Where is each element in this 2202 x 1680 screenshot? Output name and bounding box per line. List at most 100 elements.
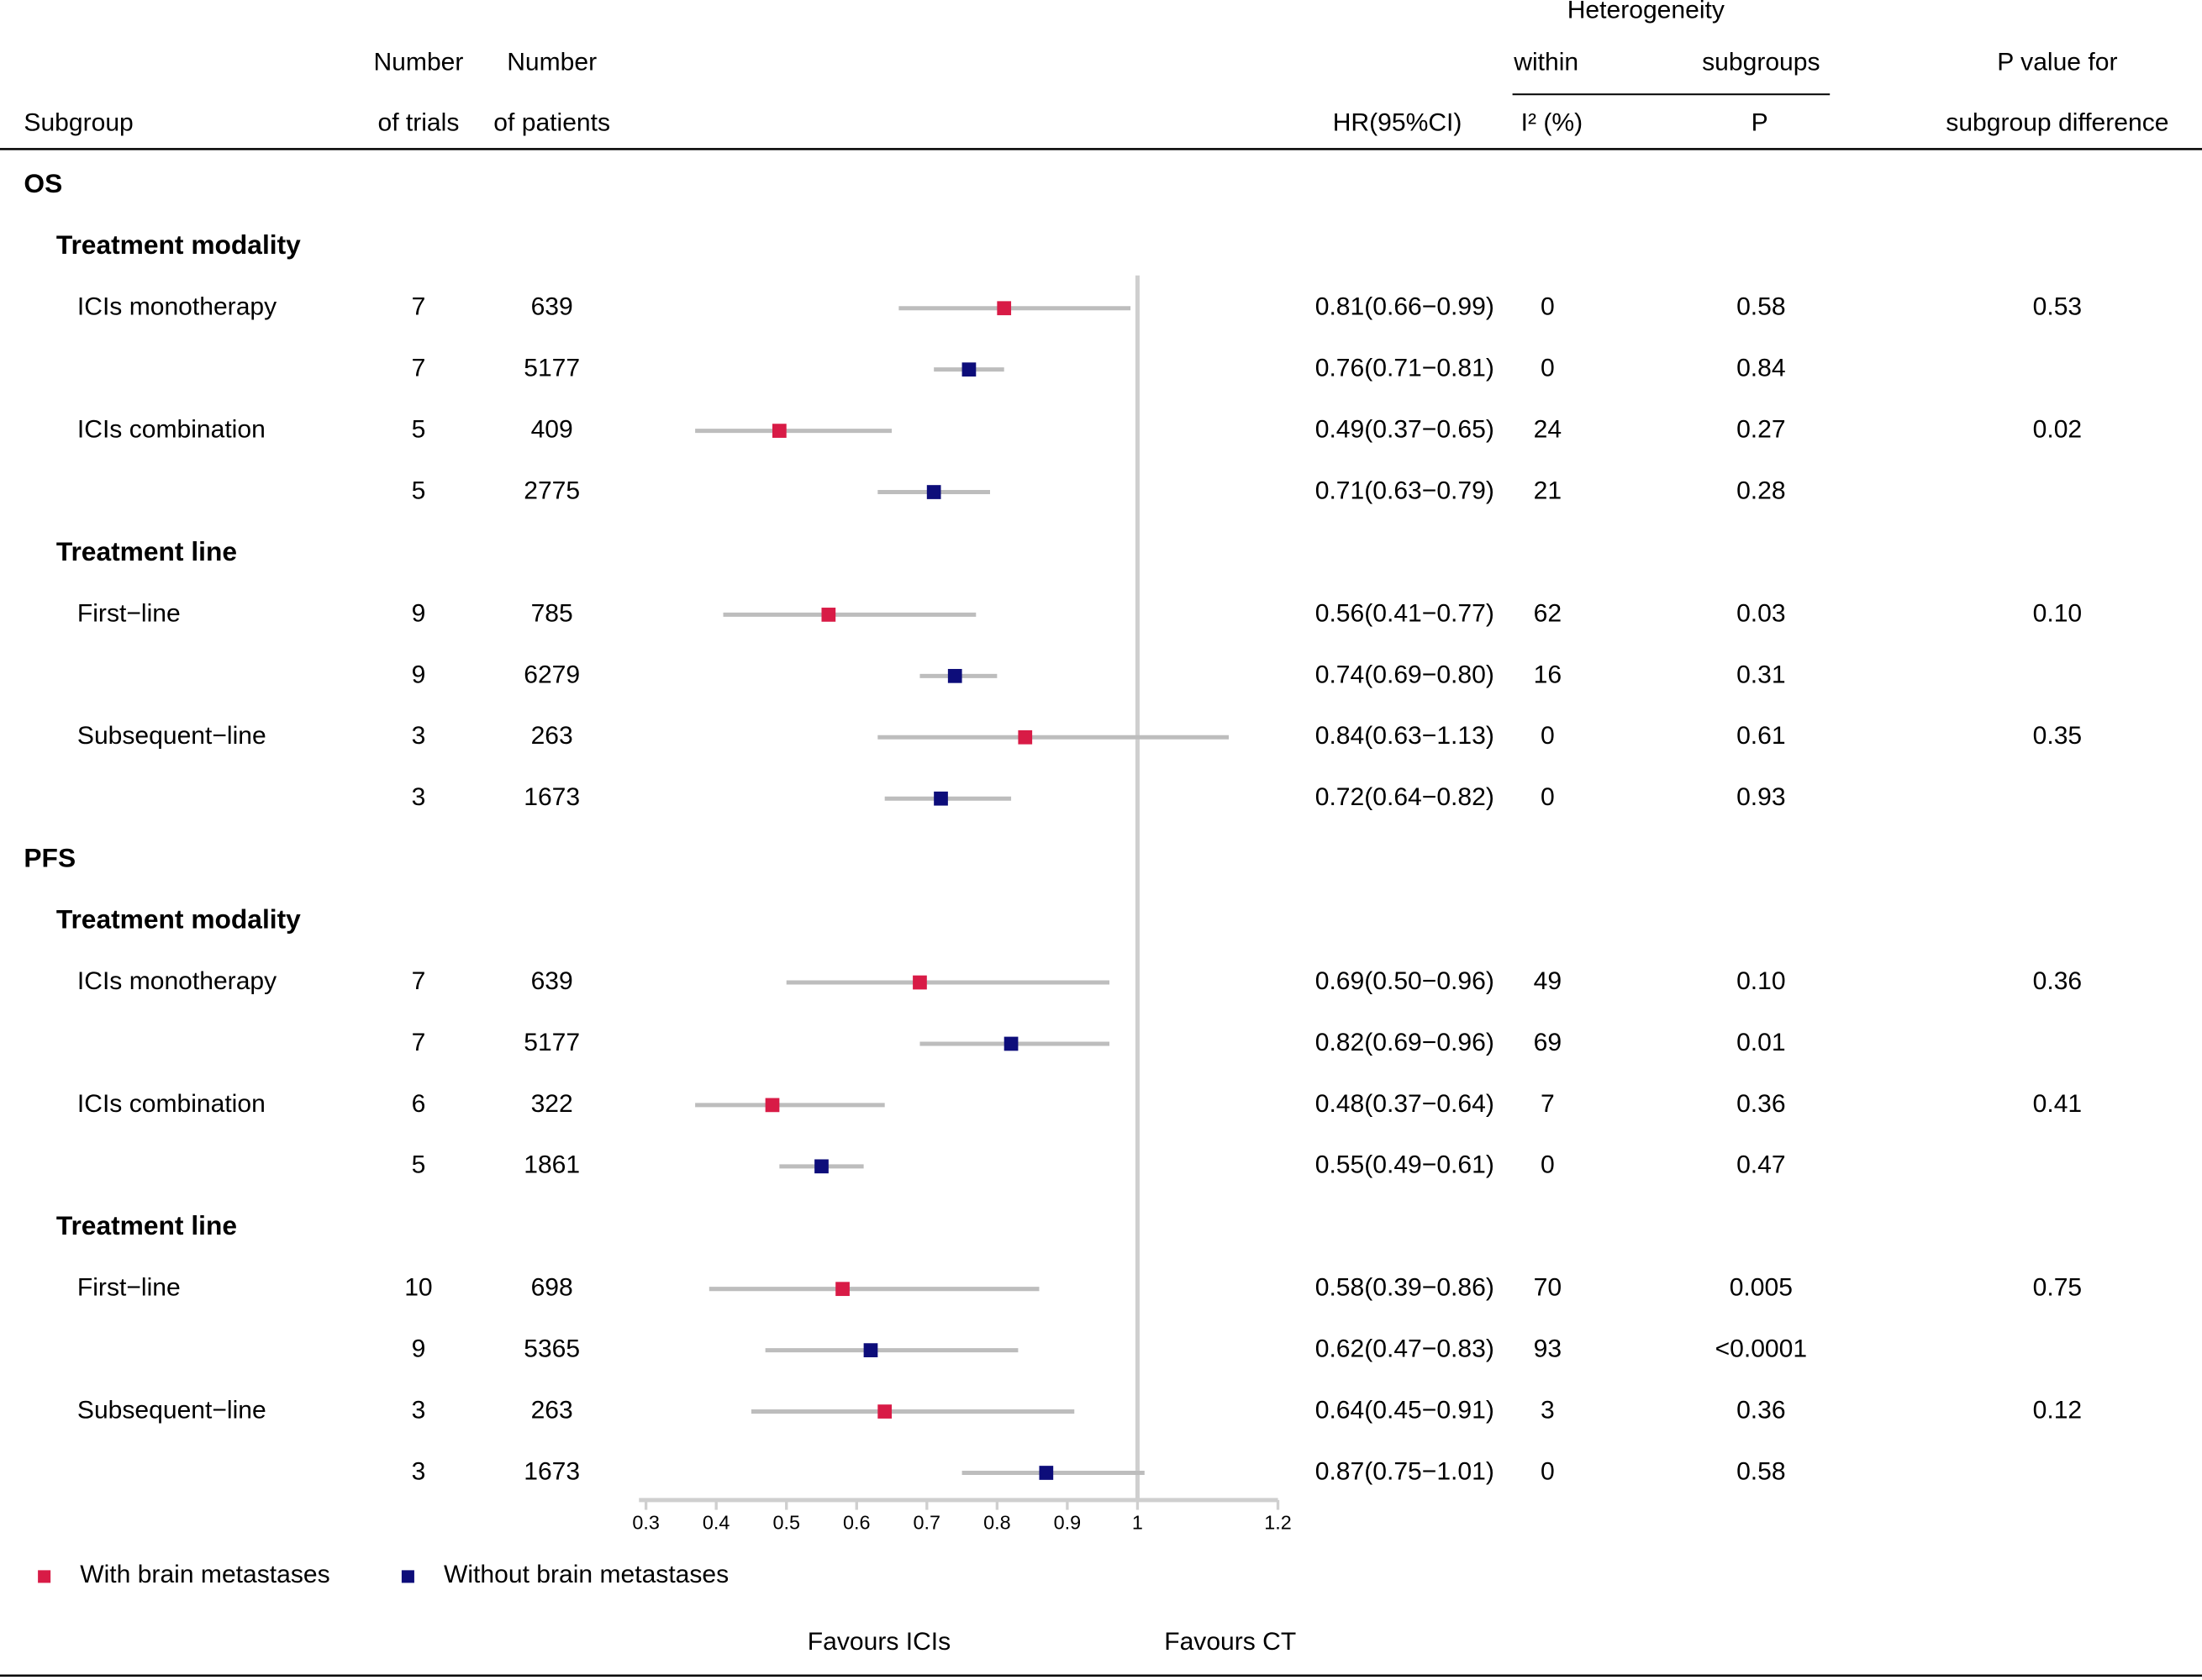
p-value: 0.93 <box>1736 783 1786 811</box>
trials: 10 <box>404 1274 432 1302</box>
trials: 3 <box>412 1397 426 1425</box>
patients: 5177 <box>524 1029 580 1056</box>
x-tick-label: 0.8 <box>983 1511 1011 1533</box>
p-value: 0.47 <box>1736 1151 1786 1179</box>
i2: 93 <box>1534 1335 1562 1363</box>
trials: 7 <box>412 355 426 382</box>
x-tick-label: 0.5 <box>772 1511 800 1533</box>
legend-label: Without brain metastases <box>444 1561 729 1588</box>
header: within <box>1513 48 1578 76</box>
patients: 1673 <box>524 1457 580 1485</box>
p-value: 0.28 <box>1736 477 1786 504</box>
patients: 409 <box>531 416 573 444</box>
patients: 2775 <box>524 477 580 504</box>
pdiff: 0.53 <box>2033 293 2083 321</box>
i2: 0 <box>1541 722 1555 750</box>
p-value: 0.01 <box>1736 1029 1786 1056</box>
i2: 49 <box>1534 967 1562 995</box>
trials: 3 <box>412 783 426 811</box>
x-tick-label: 0.9 <box>1054 1511 1081 1533</box>
hr-point <box>1039 1466 1054 1480</box>
trials: 7 <box>412 1029 426 1056</box>
trials: 3 <box>412 722 426 750</box>
trials: 7 <box>412 967 426 995</box>
hr-point <box>961 362 977 377</box>
hr-ci: 0.49(0.37−0.65) <box>1315 416 1494 444</box>
p-value: 0.58 <box>1736 1457 1786 1485</box>
hr-ci: 0.72(0.64−0.82) <box>1315 783 1494 811</box>
pdiff: 0.02 <box>2033 416 2083 444</box>
subgroup-label: First−line <box>77 1274 181 1302</box>
p-value: 0.61 <box>1736 722 1786 750</box>
hr-point <box>1018 729 1033 745</box>
trials: 3 <box>412 1457 426 1485</box>
hr-ci: 0.64(0.45−0.91) <box>1315 1397 1494 1425</box>
i2: 0 <box>1541 783 1555 811</box>
hr-point <box>947 668 962 683</box>
subgroup-label: Subsequent−line <box>77 1397 266 1425</box>
group-title: Treatment modality <box>56 229 301 260</box>
x-tick-label: 0.7 <box>914 1511 941 1533</box>
hr-ci: 0.58(0.39−0.86) <box>1315 1274 1494 1302</box>
trials: 5 <box>412 477 426 504</box>
subgroup-label: Subsequent−line <box>77 722 266 750</box>
legend-swatch <box>401 1570 414 1583</box>
patients: 263 <box>531 722 573 750</box>
header: of trials <box>377 108 459 136</box>
hr-point <box>1004 1036 1019 1051</box>
trials: 5 <box>412 1151 426 1179</box>
i2: 0 <box>1541 1151 1555 1179</box>
i2: 69 <box>1534 1029 1562 1056</box>
group-title: Treatment line <box>56 1210 237 1240</box>
x-tick-label: 1.2 <box>1264 1511 1292 1533</box>
patients: 639 <box>531 293 573 321</box>
header: I² (%) <box>1521 108 1583 136</box>
i2: 7 <box>1541 1090 1555 1118</box>
trials: 5 <box>412 416 426 444</box>
x-tick-label: 0.3 <box>632 1511 660 1533</box>
subgroup-label: First−line <box>77 599 181 627</box>
hr-ci: 0.62(0.47−0.83) <box>1315 1335 1494 1363</box>
hr-ci: 0.48(0.37−0.64) <box>1315 1090 1494 1118</box>
hr-point <box>821 608 836 622</box>
patients: 5365 <box>524 1335 580 1363</box>
header: of patients <box>493 108 610 136</box>
i2: 62 <box>1534 599 1562 627</box>
hr-point <box>772 424 787 438</box>
header: Number <box>507 48 597 76</box>
favours-label: Favours ICIs <box>808 1628 951 1656</box>
subgroup-label: ICIs monotherapy <box>77 293 277 321</box>
x-tick-label: 0.6 <box>843 1511 871 1533</box>
hr-ci: 0.82(0.69−0.96) <box>1315 1029 1494 1056</box>
hr-point <box>835 1282 850 1297</box>
patients: 322 <box>531 1090 573 1118</box>
i2: 0 <box>1541 355 1555 382</box>
pdiff: 0.75 <box>2033 1274 2083 1302</box>
hr-point <box>877 1404 893 1419</box>
subgroup-label: ICIs combination <box>77 1090 266 1118</box>
hr-point <box>814 1159 829 1174</box>
p-value: 0.005 <box>1730 1274 1793 1302</box>
hr-ci: 0.74(0.69−0.80) <box>1315 661 1494 688</box>
header: HR(95%CI) <box>1333 108 1462 136</box>
trials: 7 <box>412 293 426 321</box>
p-value: 0.36 <box>1736 1090 1786 1118</box>
i2: 24 <box>1534 416 1562 444</box>
hr-point <box>863 1343 878 1357</box>
hr-ci: 0.76(0.71−0.81) <box>1315 355 1494 382</box>
patients: 1673 <box>524 783 580 811</box>
hr-ci: 0.69(0.50−0.96) <box>1315 967 1494 995</box>
pdiff: 0.36 <box>2033 967 2083 995</box>
header: P <box>1752 108 1768 136</box>
legend-label: With brain metastases <box>80 1561 329 1588</box>
hr-ci: 0.81(0.66−0.99) <box>1315 293 1494 321</box>
patients: 639 <box>531 967 573 995</box>
p-value: 0.31 <box>1736 661 1786 688</box>
i2: 0 <box>1541 293 1555 321</box>
p-value: <0.0001 <box>1715 1335 1808 1363</box>
trials: 9 <box>412 599 426 627</box>
group-title: Treatment modality <box>56 903 301 934</box>
header: Heterogeneity <box>1567 0 1725 24</box>
